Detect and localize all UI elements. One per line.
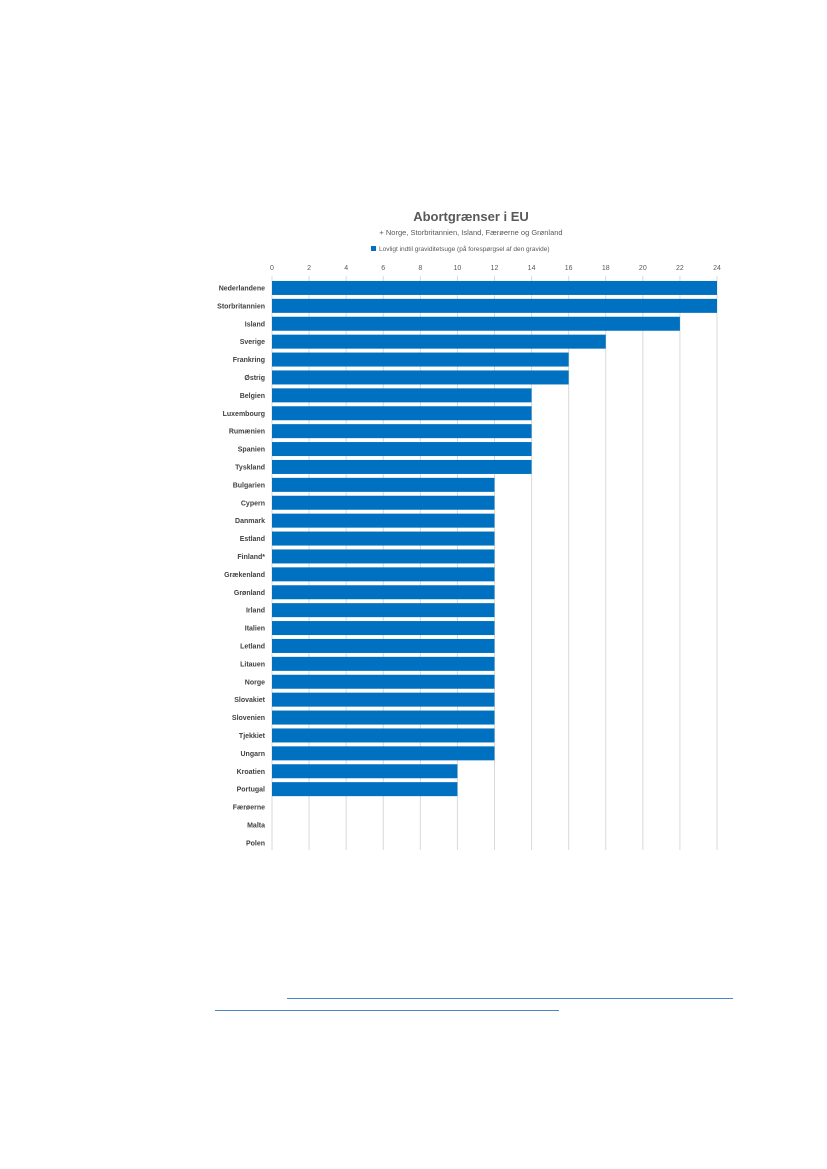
category-label: Luxembourg <box>223 411 265 418</box>
category-label: Norge <box>245 679 265 686</box>
bar <box>272 352 569 367</box>
bar <box>272 621 495 636</box>
x-tick-label: 6 <box>381 265 385 272</box>
bar <box>272 674 495 689</box>
bar <box>272 388 532 403</box>
x-axis-ticks: 0 2 4 6 8 10 12 14 16 18 20 22 24 <box>270 265 721 272</box>
category-label: Nederlandene <box>219 285 265 292</box>
x-tick-label: 0 <box>270 265 274 272</box>
legend-label: Lovligt indtil graviditetsuge (på foresp… <box>379 245 550 253</box>
category-label: Polen <box>246 840 265 847</box>
category-label: Ungarn <box>241 751 266 758</box>
bar <box>272 531 495 546</box>
x-tick-label: 12 <box>491 265 499 272</box>
bar <box>272 406 532 421</box>
category-label: Malta <box>247 822 265 829</box>
x-tick-label: 22 <box>676 265 684 272</box>
bar <box>272 334 606 349</box>
bar <box>272 746 495 761</box>
category-label: Kroatien <box>237 769 265 776</box>
bar <box>272 782 458 797</box>
bar <box>272 298 717 313</box>
bar <box>272 710 495 725</box>
bar <box>272 656 495 671</box>
x-tick-label: 4 <box>344 265 348 272</box>
legend-swatch <box>371 246 376 251</box>
category-label: Grækenland <box>224 572 265 579</box>
category-label: Finland* <box>237 554 265 561</box>
chart-subtitle: + Norge, Storbritannien, Island, Færøern… <box>379 228 562 237</box>
category-label: Rumænien <box>229 429 265 436</box>
legend: Lovligt indtil graviditetsuge (på foresp… <box>371 245 550 253</box>
x-tick-label: 18 <box>602 265 610 272</box>
category-label: Spanien <box>238 447 265 454</box>
bar <box>272 477 495 492</box>
category-labels: Nederlandene Storbritannien Island Sverige F… <box>217 285 266 847</box>
x-tick-label: 14 <box>528 265 536 272</box>
category-label: Frankring <box>233 357 265 364</box>
category-label: Slovakiet <box>234 697 265 704</box>
category-label: Portugal <box>237 787 265 794</box>
bars <box>272 280 717 797</box>
x-tick-label: 2 <box>307 265 311 272</box>
bar <box>272 603 495 618</box>
category-label: Island <box>245 321 265 328</box>
footnote-link-underline-2[interactable] <box>215 1010 559 1011</box>
category-label: Belgien <box>240 393 265 400</box>
category-label: Irland <box>246 608 265 615</box>
footnote-link-underline-1[interactable] <box>287 998 733 999</box>
category-label: Tjekkiet <box>239 733 266 740</box>
category-label: Tyskland <box>235 464 265 471</box>
category-label: Slovenien <box>232 715 265 722</box>
bar <box>272 692 495 707</box>
bar <box>272 442 532 457</box>
category-label: Cypern <box>241 500 265 507</box>
bar <box>272 513 495 528</box>
chart-title: Abortgrænser i EU <box>413 209 529 224</box>
bar <box>272 585 495 600</box>
bar <box>272 459 532 474</box>
category-label: Bulgarien <box>233 482 265 489</box>
category-label: Sverige <box>240 339 265 346</box>
x-tick-label: 10 <box>454 265 462 272</box>
category-label: Letland <box>240 643 265 650</box>
category-label: Litauen <box>240 661 265 668</box>
bar <box>272 280 717 295</box>
x-tick-label: 24 <box>713 265 721 272</box>
category-label: Grønland <box>234 590 265 597</box>
bar <box>272 370 569 385</box>
x-tick-label: 8 <box>418 265 422 272</box>
bar <box>272 764 458 779</box>
bar <box>272 549 495 564</box>
x-tick-label: 20 <box>639 265 647 272</box>
bar <box>272 638 495 653</box>
category-label: Færøerne <box>233 805 265 812</box>
category-label: Italien <box>245 626 265 633</box>
category-label: Storbritannien <box>217 303 265 310</box>
category-label: Danmark <box>235 518 265 525</box>
bar <box>272 316 680 331</box>
category-label: Østrig <box>244 375 265 382</box>
bar <box>272 495 495 510</box>
category-label: Estland <box>240 536 265 543</box>
bar <box>272 728 495 743</box>
x-tick-label: 16 <box>565 265 573 272</box>
bar <box>272 567 495 582</box>
bar <box>272 424 532 439</box>
